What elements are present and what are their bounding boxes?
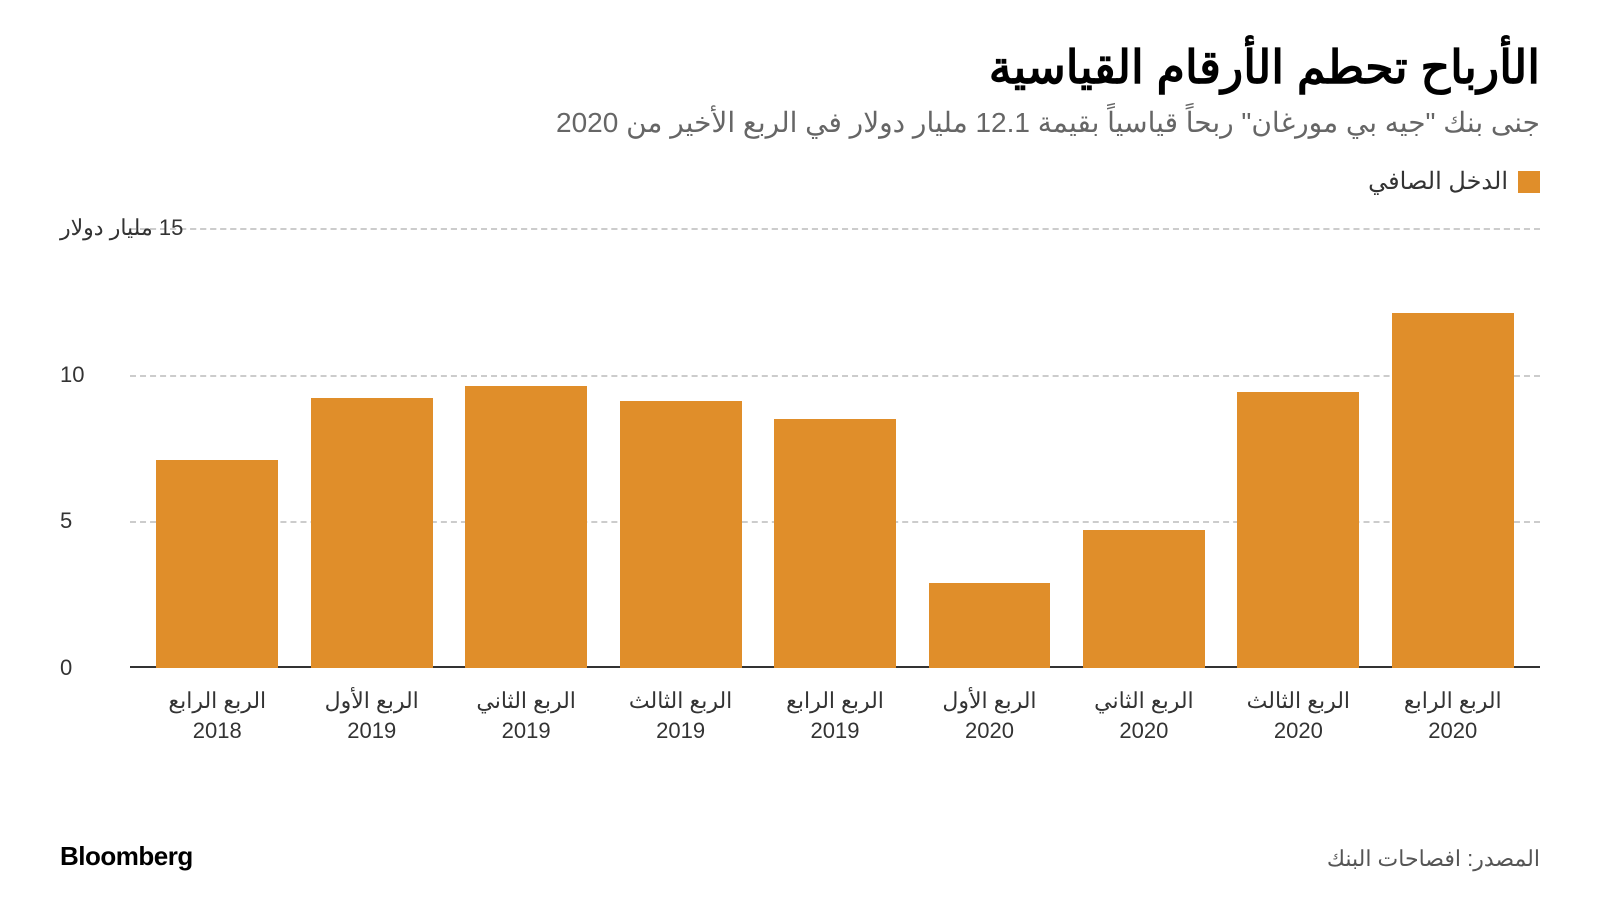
x-tick-label: الربع الثالث2019 bbox=[603, 676, 757, 748]
bar-slot bbox=[758, 228, 912, 668]
bar-slot bbox=[603, 228, 757, 668]
chart-title: الأرباح تحطم الأرقام القياسية bbox=[60, 40, 1540, 94]
bar bbox=[620, 401, 742, 668]
bar-slot bbox=[449, 228, 603, 668]
bar-slot bbox=[1376, 228, 1530, 668]
x-tick-label: الربع الرابع2020 bbox=[1376, 676, 1530, 748]
legend-swatch-icon bbox=[1518, 171, 1540, 193]
y-tick-label: 5 bbox=[60, 508, 120, 534]
bar bbox=[1237, 392, 1359, 668]
legend-label: الدخل الصافي bbox=[1368, 167, 1508, 196]
bar bbox=[465, 386, 587, 668]
bar-slot bbox=[1067, 228, 1221, 668]
bar bbox=[929, 583, 1051, 668]
bar-slot bbox=[912, 228, 1066, 668]
bar-slot bbox=[140, 228, 294, 668]
x-axis-labels: الربع الرابع2018الربع الأول2019الربع الث… bbox=[130, 676, 1540, 748]
y-tick-label-top: 15 مليار دولار bbox=[60, 215, 183, 241]
bar-slot bbox=[295, 228, 449, 668]
chart-subtitle: جنى بنك "جيه بي مورغان" ربحاً قياسياً بق… bbox=[60, 106, 1540, 139]
legend: الدخل الصافي bbox=[60, 167, 1540, 196]
bar bbox=[774, 419, 896, 668]
x-tick-label: الربع الأول2020 bbox=[912, 676, 1066, 748]
bar bbox=[1392, 313, 1514, 668]
bar bbox=[156, 460, 278, 668]
plot-area bbox=[130, 228, 1540, 668]
x-tick-label: الربع الثاني2020 bbox=[1067, 676, 1221, 748]
x-tick-label: الربع الأول2019 bbox=[295, 676, 449, 748]
x-tick-label: الربع الرابع2019 bbox=[758, 676, 912, 748]
y-tick-label: 0 bbox=[60, 655, 120, 681]
brand-logo: Bloomberg bbox=[60, 841, 193, 872]
x-tick-label: الربع الثالث2020 bbox=[1221, 676, 1375, 748]
bar bbox=[1083, 530, 1205, 668]
x-tick-label: الربع الثاني2019 bbox=[449, 676, 603, 748]
bar-chart: الربع الرابع2018الربع الأول2019الربع الث… bbox=[60, 228, 1540, 748]
bar-slot bbox=[1221, 228, 1375, 668]
y-tick-label: 10 bbox=[60, 362, 120, 388]
bar bbox=[311, 398, 433, 668]
x-tick-label: الربع الرابع2018 bbox=[140, 676, 294, 748]
source-text: المصدر: افصاحات البنك bbox=[1327, 846, 1540, 872]
bars-container bbox=[130, 228, 1540, 668]
